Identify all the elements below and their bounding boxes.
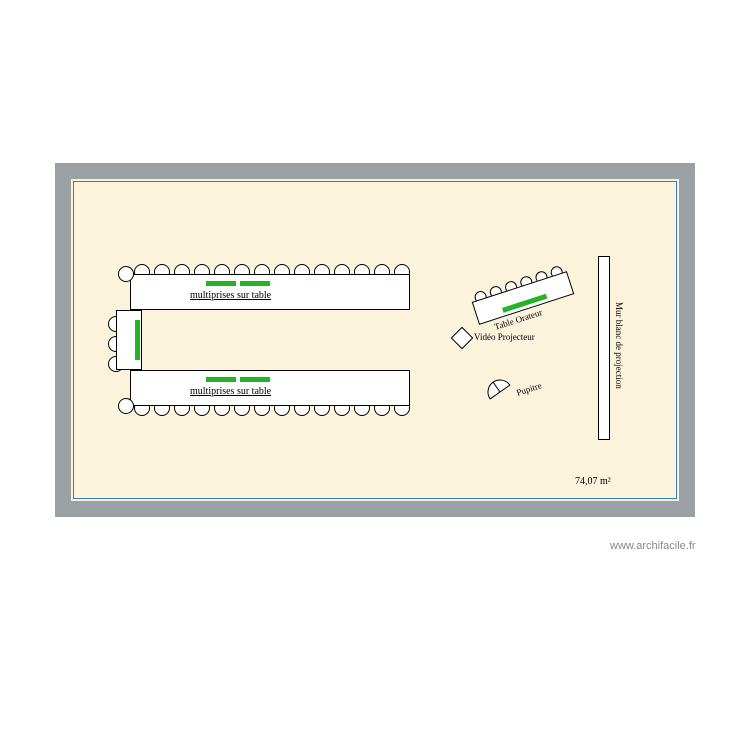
corner-chair-bottom: [118, 398, 134, 414]
top-table-label: multiprises sur table: [190, 290, 271, 301]
corner-chair-top: [118, 266, 134, 282]
connector-green-bar: [135, 320, 140, 360]
room-inner-line: [73, 181, 677, 499]
bottom-table-label: multiprises sur table: [190, 386, 271, 397]
projector-label: Vidéo Projecteur: [474, 332, 535, 342]
projection-screen-label: Mur blanc de projection: [614, 302, 624, 389]
projection-screen: [598, 256, 610, 440]
watermark: www.archifacile.fr: [610, 540, 696, 552]
room-area-label: 74,07 m²: [575, 476, 611, 487]
floor-plan-canvas: multiprises sur table multiprises sur ta…: [0, 0, 750, 750]
